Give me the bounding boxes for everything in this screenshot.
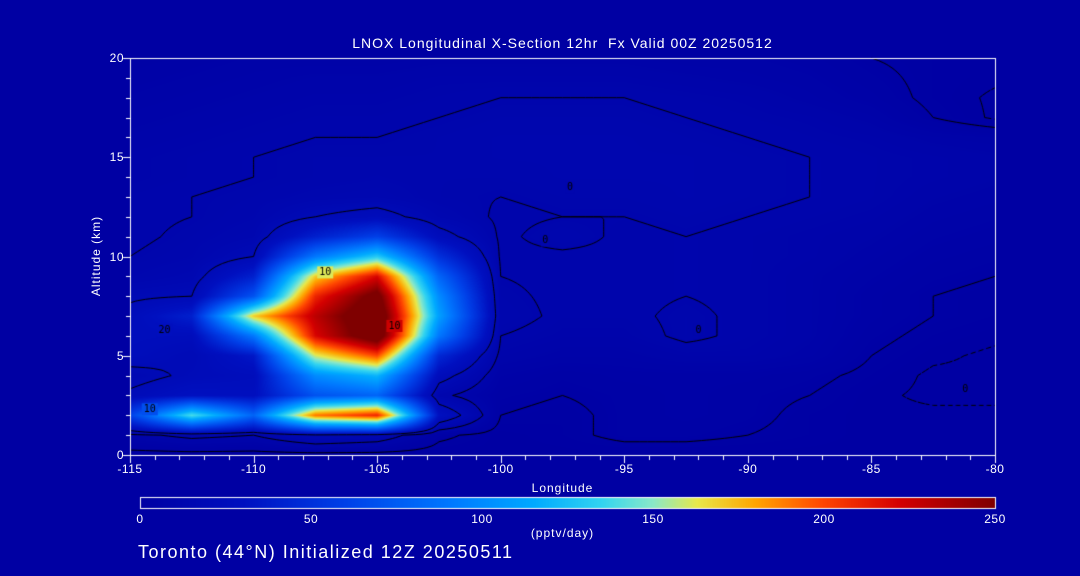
colorbar-tick-label: 200 [813, 512, 835, 526]
colorbar-tick-label: 100 [471, 512, 493, 526]
x-tick-label: -95 [614, 462, 634, 476]
colorbar-tick-label: 150 [642, 512, 664, 526]
y-tick-label: 0 [116, 448, 124, 462]
y-tick-label: 20 [109, 51, 124, 65]
x-tick-label: -110 [240, 462, 267, 476]
x-tick-label: -105 [364, 462, 391, 476]
x-axis-label: Longitude [531, 481, 594, 495]
y-tick-label: 10 [109, 249, 124, 264]
y-axis-label: Altitude (km) [89, 215, 103, 297]
colorbar-tick-label: 0 [136, 512, 144, 526]
x-tick-label: -85 [862, 462, 881, 476]
colorbar-tick-label: 50 [303, 512, 319, 526]
chart-title: LNOX Longitudinal X-Section 12hr Fx Vali… [352, 35, 773, 51]
initialization-caption: Toronto (44°N) Initialized 12Z 20250511 [138, 542, 514, 562]
x-tick-label: -115 [117, 462, 143, 476]
x-tick-label: -90 [738, 462, 758, 476]
x-tick-label: -80 [985, 462, 1005, 476]
y-tick-label: 5 [116, 348, 124, 363]
x-tick-label: -100 [487, 462, 514, 476]
colorbar-units-label: (pptv/day) [530, 526, 595, 540]
colorbar-tick-label: 250 [984, 512, 1006, 526]
y-tick-label: 15 [109, 150, 124, 165]
